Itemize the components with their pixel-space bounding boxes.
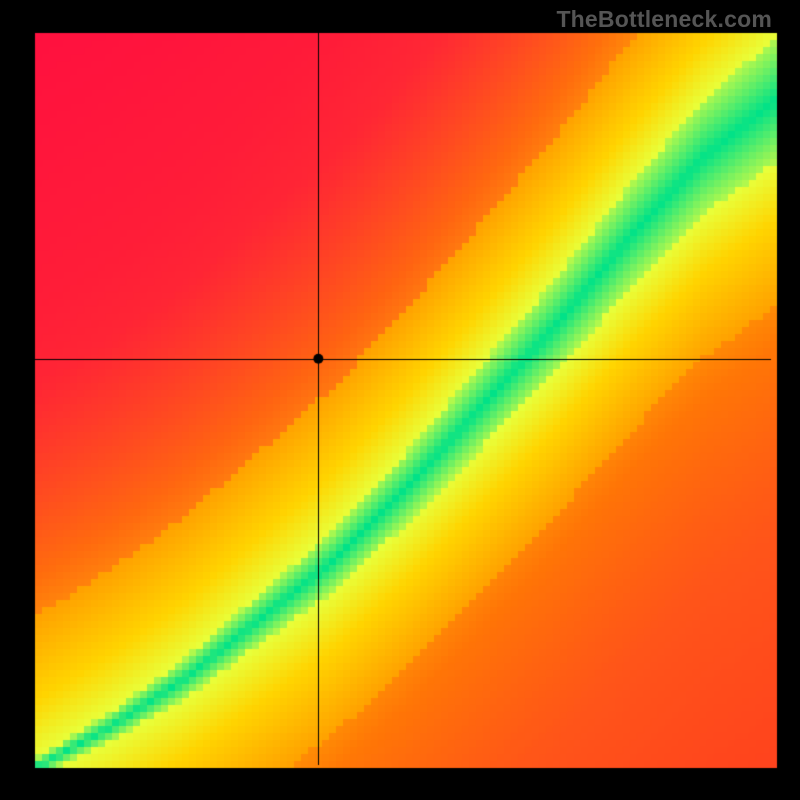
heatmap-canvas [0, 0, 800, 800]
watermark-text: TheBottleneck.com [556, 6, 772, 33]
chart-container: TheBottleneck.com [0, 0, 800, 800]
